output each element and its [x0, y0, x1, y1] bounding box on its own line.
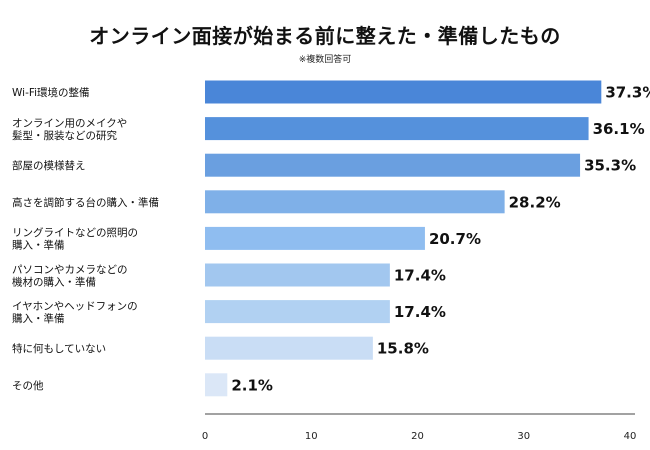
bar: [205, 226, 425, 250]
bar: [205, 373, 228, 397]
x-tick-label: 30: [517, 431, 530, 442]
category-label: リングライトなどの照明の購入・準備: [12, 226, 138, 252]
x-tick-label: 0: [202, 431, 208, 442]
category-label: その他: [12, 379, 44, 392]
bar: [205, 117, 589, 141]
x-tick-label: 10: [305, 431, 318, 442]
bar-value-label: 17.4%: [394, 267, 446, 285]
bar: [205, 300, 390, 324]
bar: [205, 263, 390, 287]
x-tick-label: 40: [624, 431, 637, 442]
bar: [205, 190, 505, 214]
category-label: 部屋の模様替え: [12, 159, 86, 172]
bar-value-label: 20.7%: [429, 230, 481, 248]
bar-value-label: 15.8%: [377, 340, 429, 358]
bar: [205, 153, 581, 177]
category-label: オンライン用のメイクや髪型・服装などの研究: [12, 117, 127, 142]
bar-value-label: 35.3%: [584, 157, 636, 175]
category-label: 特に何もしていない: [12, 342, 106, 355]
x-tick-label: 20: [411, 431, 424, 442]
chart-subtitle: ※複数回答可: [298, 55, 352, 65]
bar-value-label: 37.3%: [605, 84, 650, 102]
bar-value-label: 2.1%: [231, 376, 273, 394]
bar: [205, 80, 602, 104]
category-label: 高さを調節する台の購入・準備: [12, 196, 159, 209]
category-label: パソコンやカメラなどの機材の購入・準備: [12, 264, 128, 289]
chart-title: オンライン面接が始まる前に整えた・準備したもの: [89, 24, 561, 48]
bar: [205, 336, 373, 360]
bar-value-label: 36.1%: [593, 120, 645, 138]
bar-value-label: 28.2%: [509, 193, 561, 211]
category-label: Wi-Fi環境の整備: [12, 86, 90, 99]
category-label: イヤホンやヘッドフォンの購入・準備: [12, 300, 138, 325]
bar-value-label: 17.4%: [394, 303, 446, 321]
